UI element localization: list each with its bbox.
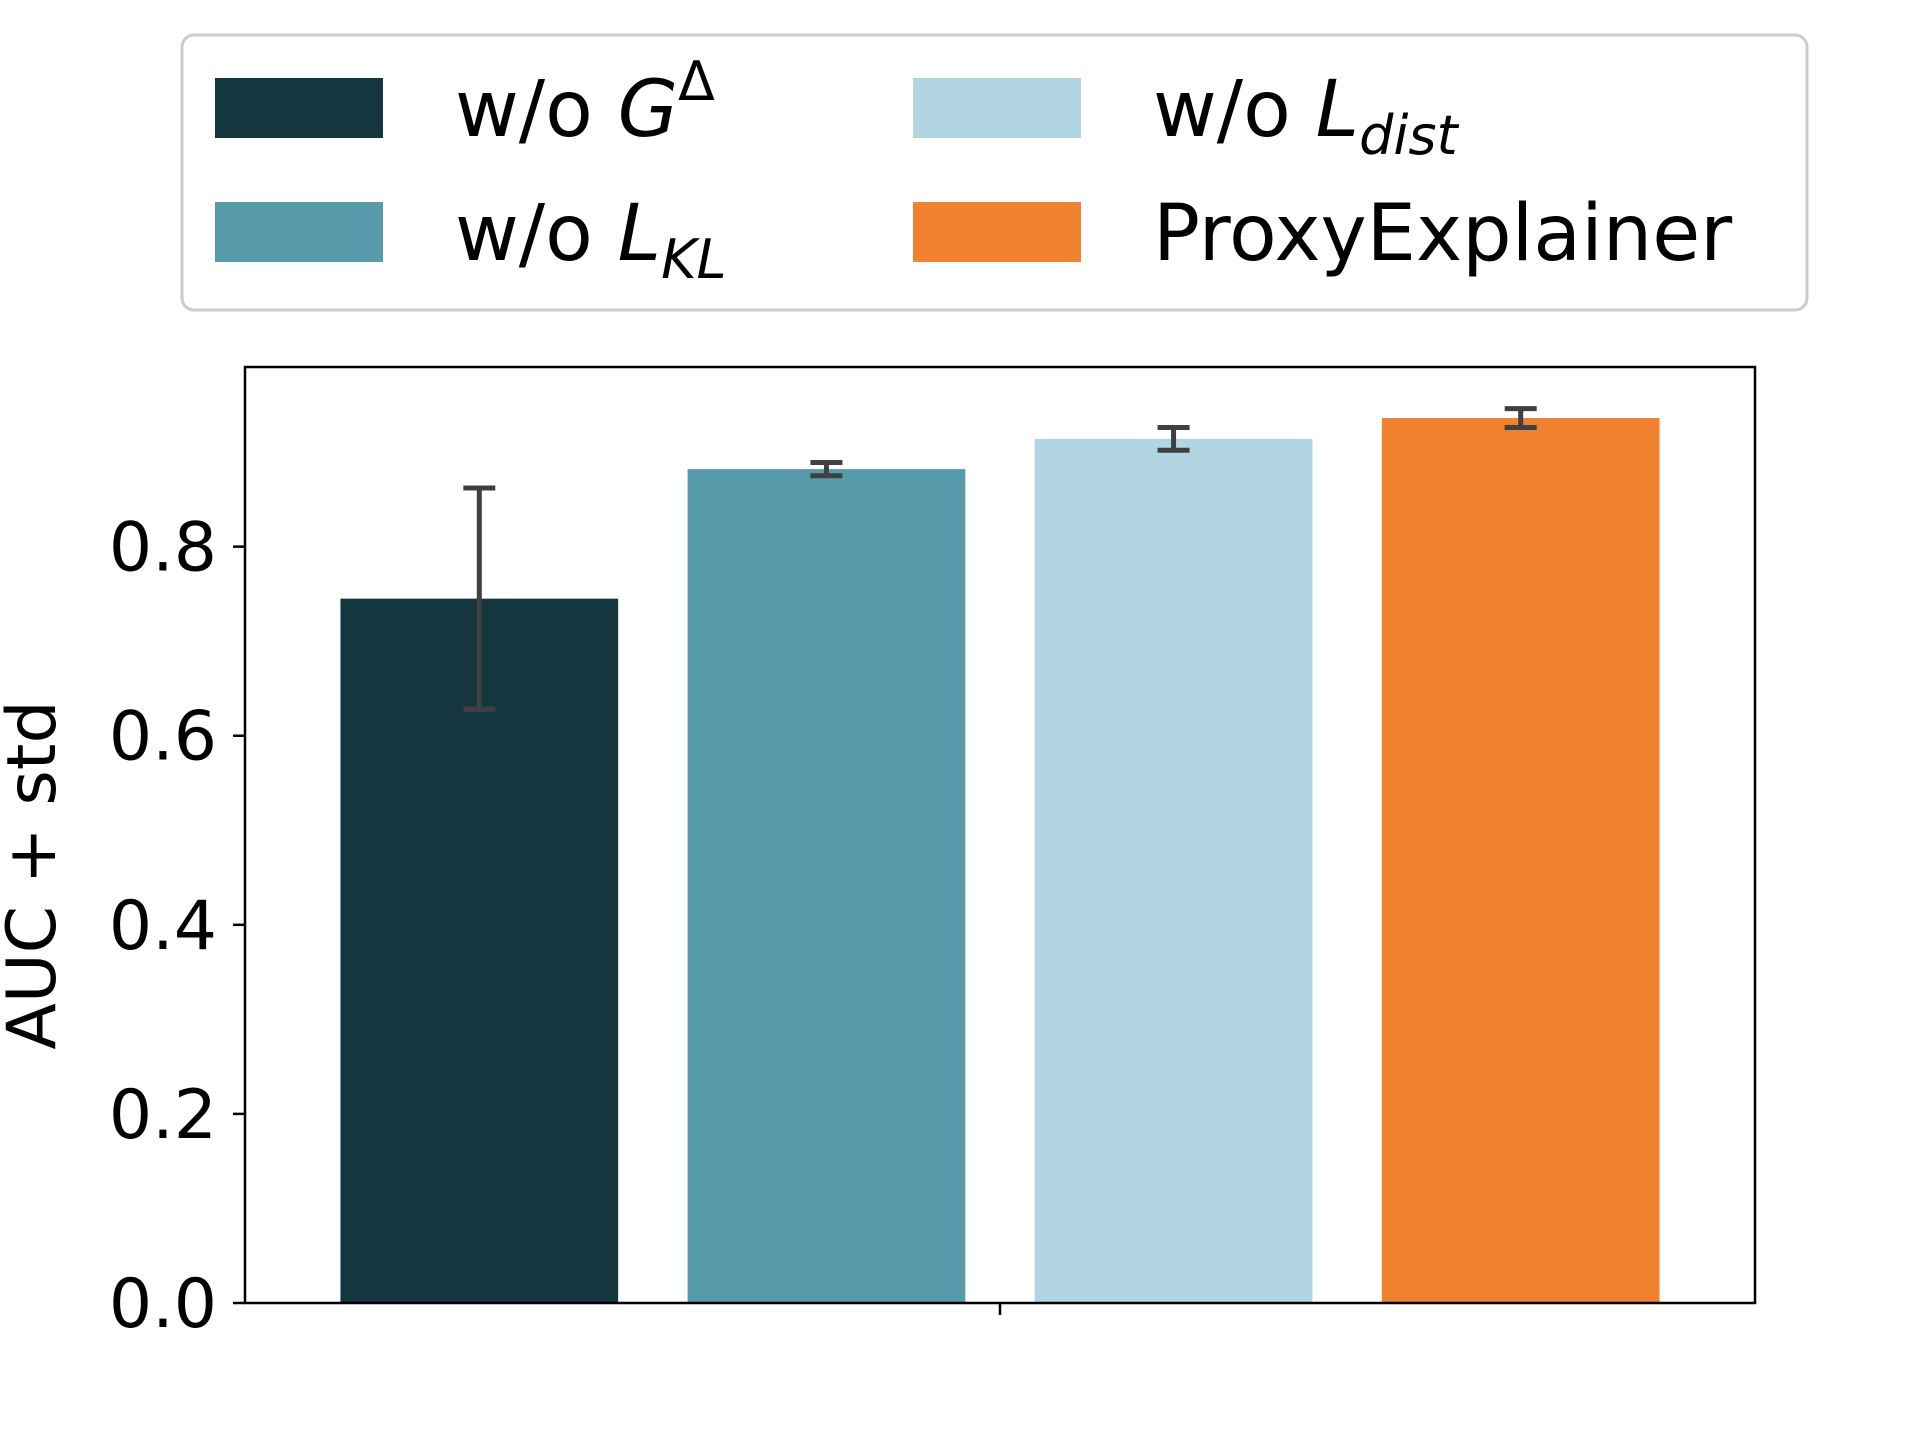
bar-1 <box>687 469 966 1303</box>
bar-2 <box>1034 438 1313 1303</box>
y-tick-label-1: 0.2 <box>109 1076 217 1155</box>
y-tick-label-2: 0.4 <box>109 887 217 966</box>
y-tick-label-4: 0.8 <box>109 509 217 588</box>
legend-box <box>180 33 1809 312</box>
legend-swatch-0 <box>215 78 383 138</box>
y-tick-label-3: 0.6 <box>109 698 217 777</box>
legend-swatch-1 <box>215 202 383 262</box>
bar-3 <box>1381 418 1660 1303</box>
legend-label-0: w/o GΔ <box>455 50 715 155</box>
y-axis-title: AUC + std <box>0 700 72 1049</box>
legend-label-3: ProxyExplainer <box>1153 189 1733 279</box>
legend: w/o GΔ w/o LKL w/o Ldist ProxyExplainer <box>180 33 1809 312</box>
y-axis: 0.0 0.2 0.4 0.6 0.8 <box>109 509 245 1344</box>
legend-swatch-2 <box>913 78 1081 138</box>
bars-group <box>340 418 1660 1303</box>
bar-0 <box>340 598 619 1303</box>
error-bars-group <box>463 406 1537 712</box>
legend-label-1: w/o LKL <box>455 189 727 291</box>
legend-swatch-3 <box>913 202 1081 262</box>
y-tick-label-0: 0.0 <box>109 1265 217 1344</box>
legend-label-2: w/o Ldist <box>1153 65 1459 167</box>
